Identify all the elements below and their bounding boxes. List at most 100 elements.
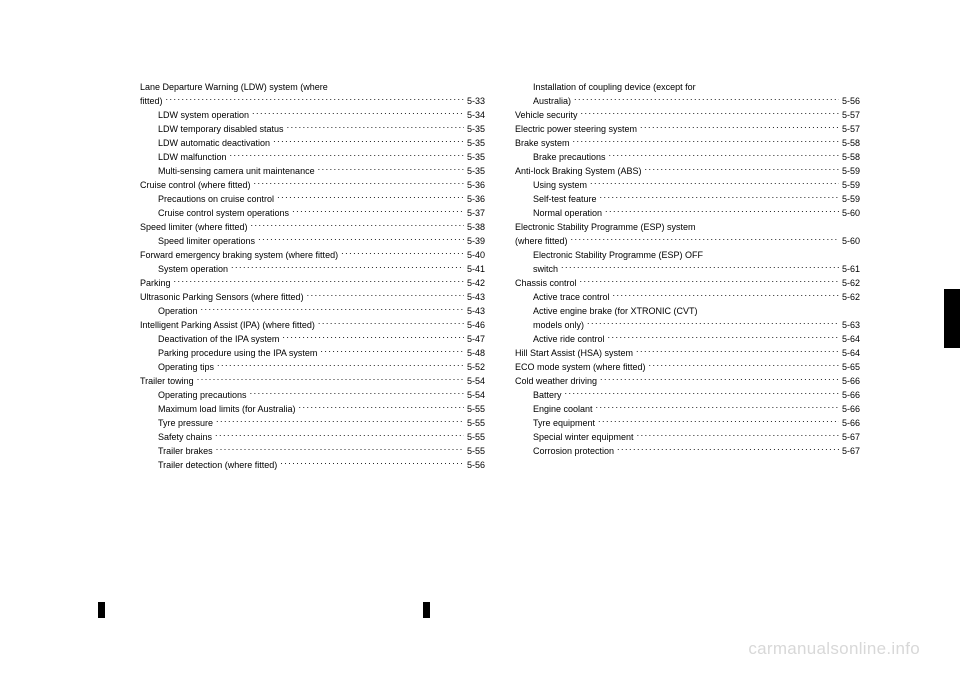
toc-entry-label: Trailer detection (where fitted): [158, 458, 277, 472]
toc-entry-label: Trailer brakes: [158, 444, 213, 458]
toc-entry-label: Anti-lock Braking System (ABS): [515, 164, 642, 178]
toc-entry: Brake system5-58: [515, 136, 860, 150]
toc-entry-page: 5-33: [467, 94, 485, 108]
toc-entry-label: Active ride control: [533, 332, 605, 346]
toc-leader-dots: [613, 291, 839, 300]
toc-entry-page: 5-34: [467, 108, 485, 122]
toc-entry: Hill Start Assist (HSA) system5-64: [515, 346, 860, 360]
manual-toc-page: Lane Departure Warning (LDW) system (whe…: [0, 0, 960, 681]
toc-entry-label: Battery: [533, 388, 562, 402]
toc-entry-label: Operating tips: [158, 360, 214, 374]
toc-entry: Multi-sensing camera unit maintenance5-3…: [140, 164, 485, 178]
toc-entry-line2: models only)5-63: [533, 318, 860, 332]
toc-entry-label: Electric power steering system: [515, 122, 637, 136]
toc-entry: Battery5-66: [515, 388, 860, 402]
section-edge-tab: [944, 289, 960, 348]
toc-entry: Operating precautions5-54: [140, 388, 485, 402]
toc-entry: Intelligent Parking Assist (IPA) (where …: [140, 318, 485, 332]
toc-leader-dots: [277, 193, 464, 202]
toc-leader-dots: [574, 95, 839, 104]
toc-entry-label: LDW automatic deactivation: [158, 136, 270, 150]
toc-entry-page: 5-59: [842, 164, 860, 178]
toc-entry-label: System operation: [158, 262, 228, 276]
toc-entry: Normal operation5-60: [515, 206, 860, 220]
toc-entry-page: 5-36: [467, 178, 485, 192]
toc-entry: Precautions on cruise control5-36: [140, 192, 485, 206]
toc-leader-dots: [637, 431, 839, 440]
toc-entry: LDW automatic deactivation 5-35: [140, 136, 485, 150]
toc-entry-label: Cruise control system operations: [158, 206, 289, 220]
toc-entry-page: 5-57: [842, 108, 860, 122]
toc-leader-dots: [282, 333, 464, 342]
toc-leader-dots: [307, 291, 464, 300]
toc-leader-dots: [598, 417, 839, 426]
toc-leader-dots: [250, 389, 464, 398]
toc-leader-dots: [318, 165, 464, 174]
toc-entry-page: 5-61: [842, 262, 860, 276]
toc-leader-dots: [341, 249, 464, 258]
toc-entry-label: Speed limiter (where fitted): [140, 220, 248, 234]
toc-entry-page: 5-38: [467, 220, 485, 234]
toc-leader-dots: [571, 235, 839, 244]
toc-entry-label: Safety chains: [158, 430, 212, 444]
toc-entry: Operation5-43: [140, 304, 485, 318]
toc-entry: Special winter equipment5-67: [515, 430, 860, 444]
toc-entry: Cruise control (where fitted)5-36: [140, 178, 485, 192]
toc-leader-dots: [587, 319, 839, 328]
toc-leader-dots: [596, 403, 839, 412]
toc-entry-page: 5-36: [467, 192, 485, 206]
toc-entry-line2: switch5-61: [533, 262, 860, 276]
toc-entry-label: Trailer towing: [140, 374, 194, 388]
toc-entry: Active trace control5-62: [515, 290, 860, 304]
toc-entry-label: LDW malfunction: [158, 150, 227, 164]
toc-entry-page: 5-62: [842, 290, 860, 304]
toc-leader-dots: [201, 305, 464, 314]
toc-leader-dots: [600, 193, 839, 202]
toc-leader-dots: [197, 375, 464, 384]
toc-entry-label-line1: Active engine brake (for XTRONIC (CVT): [533, 304, 860, 318]
toc-entry-label-line2: models only): [533, 318, 584, 332]
toc-entry-label: Chassis control: [515, 276, 577, 290]
toc-entry-page: 5-35: [467, 136, 485, 150]
toc-entry: Trailer towing5-54: [140, 374, 485, 388]
toc-entry-page: 5-56: [467, 458, 485, 472]
toc-entry-page: 5-37: [467, 206, 485, 220]
toc-column-right: Installation of coupling device (except …: [515, 80, 860, 472]
toc-leader-dots: [645, 165, 839, 174]
toc-leader-dots: [273, 137, 464, 146]
toc-entry: ECO mode system (where fitted)5-65: [515, 360, 860, 374]
toc-leader-dots: [217, 361, 464, 370]
toc-entry: Operating tips5-52: [140, 360, 485, 374]
toc-entry: Safety chains 5-55: [140, 430, 485, 444]
toc-entry-label: Normal operation: [533, 206, 602, 220]
watermark-text: carmanualsonline.info: [748, 639, 920, 659]
toc-entry-page: 5-57: [842, 122, 860, 136]
toc-leader-dots: [600, 375, 839, 384]
toc-entry-label: ECO mode system (where fitted): [515, 360, 646, 374]
toc-entry-label: Engine coolant: [533, 402, 593, 416]
toc-entry: Lane Departure Warning (LDW) system (whe…: [140, 80, 485, 108]
toc-entry: Self-test feature5-59: [515, 192, 860, 206]
toc-entry-page: 5-46: [467, 318, 485, 332]
toc-entry-label: Intelligent Parking Assist (IPA) (where …: [140, 318, 315, 332]
toc-entry-label-line1: Installation of coupling device (except …: [533, 80, 860, 94]
toc-entry-page: 5-66: [842, 416, 860, 430]
toc-entry-label: Ultrasonic Parking Sensors (where fitted…: [140, 290, 304, 304]
toc-leader-dots: [280, 459, 464, 468]
toc-entry: Speed limiter (where fitted) 5-38: [140, 220, 485, 234]
toc-leader-dots: [561, 263, 839, 272]
toc-entry: Corrosion protection5-67: [515, 444, 860, 458]
toc-entry: Deactivation of the IPA system5-47: [140, 332, 485, 346]
toc-leader-dots: [605, 207, 839, 216]
toc-leader-dots: [215, 431, 464, 440]
toc-leader-dots: [649, 361, 839, 370]
toc-entry-page: 5-48: [467, 346, 485, 360]
toc-leader-dots: [581, 109, 839, 118]
toc-entry: Chassis control5-62: [515, 276, 860, 290]
toc-entry: System operation5-41: [140, 262, 485, 276]
toc-entry-page: 5-55: [467, 444, 485, 458]
toc-entry-label: Hill Start Assist (HSA) system: [515, 346, 633, 360]
toc-entry-line2: Australia)5-56: [533, 94, 860, 108]
toc-entry-label: Operation: [158, 304, 198, 318]
toc-entry-page: 5-55: [467, 430, 485, 444]
